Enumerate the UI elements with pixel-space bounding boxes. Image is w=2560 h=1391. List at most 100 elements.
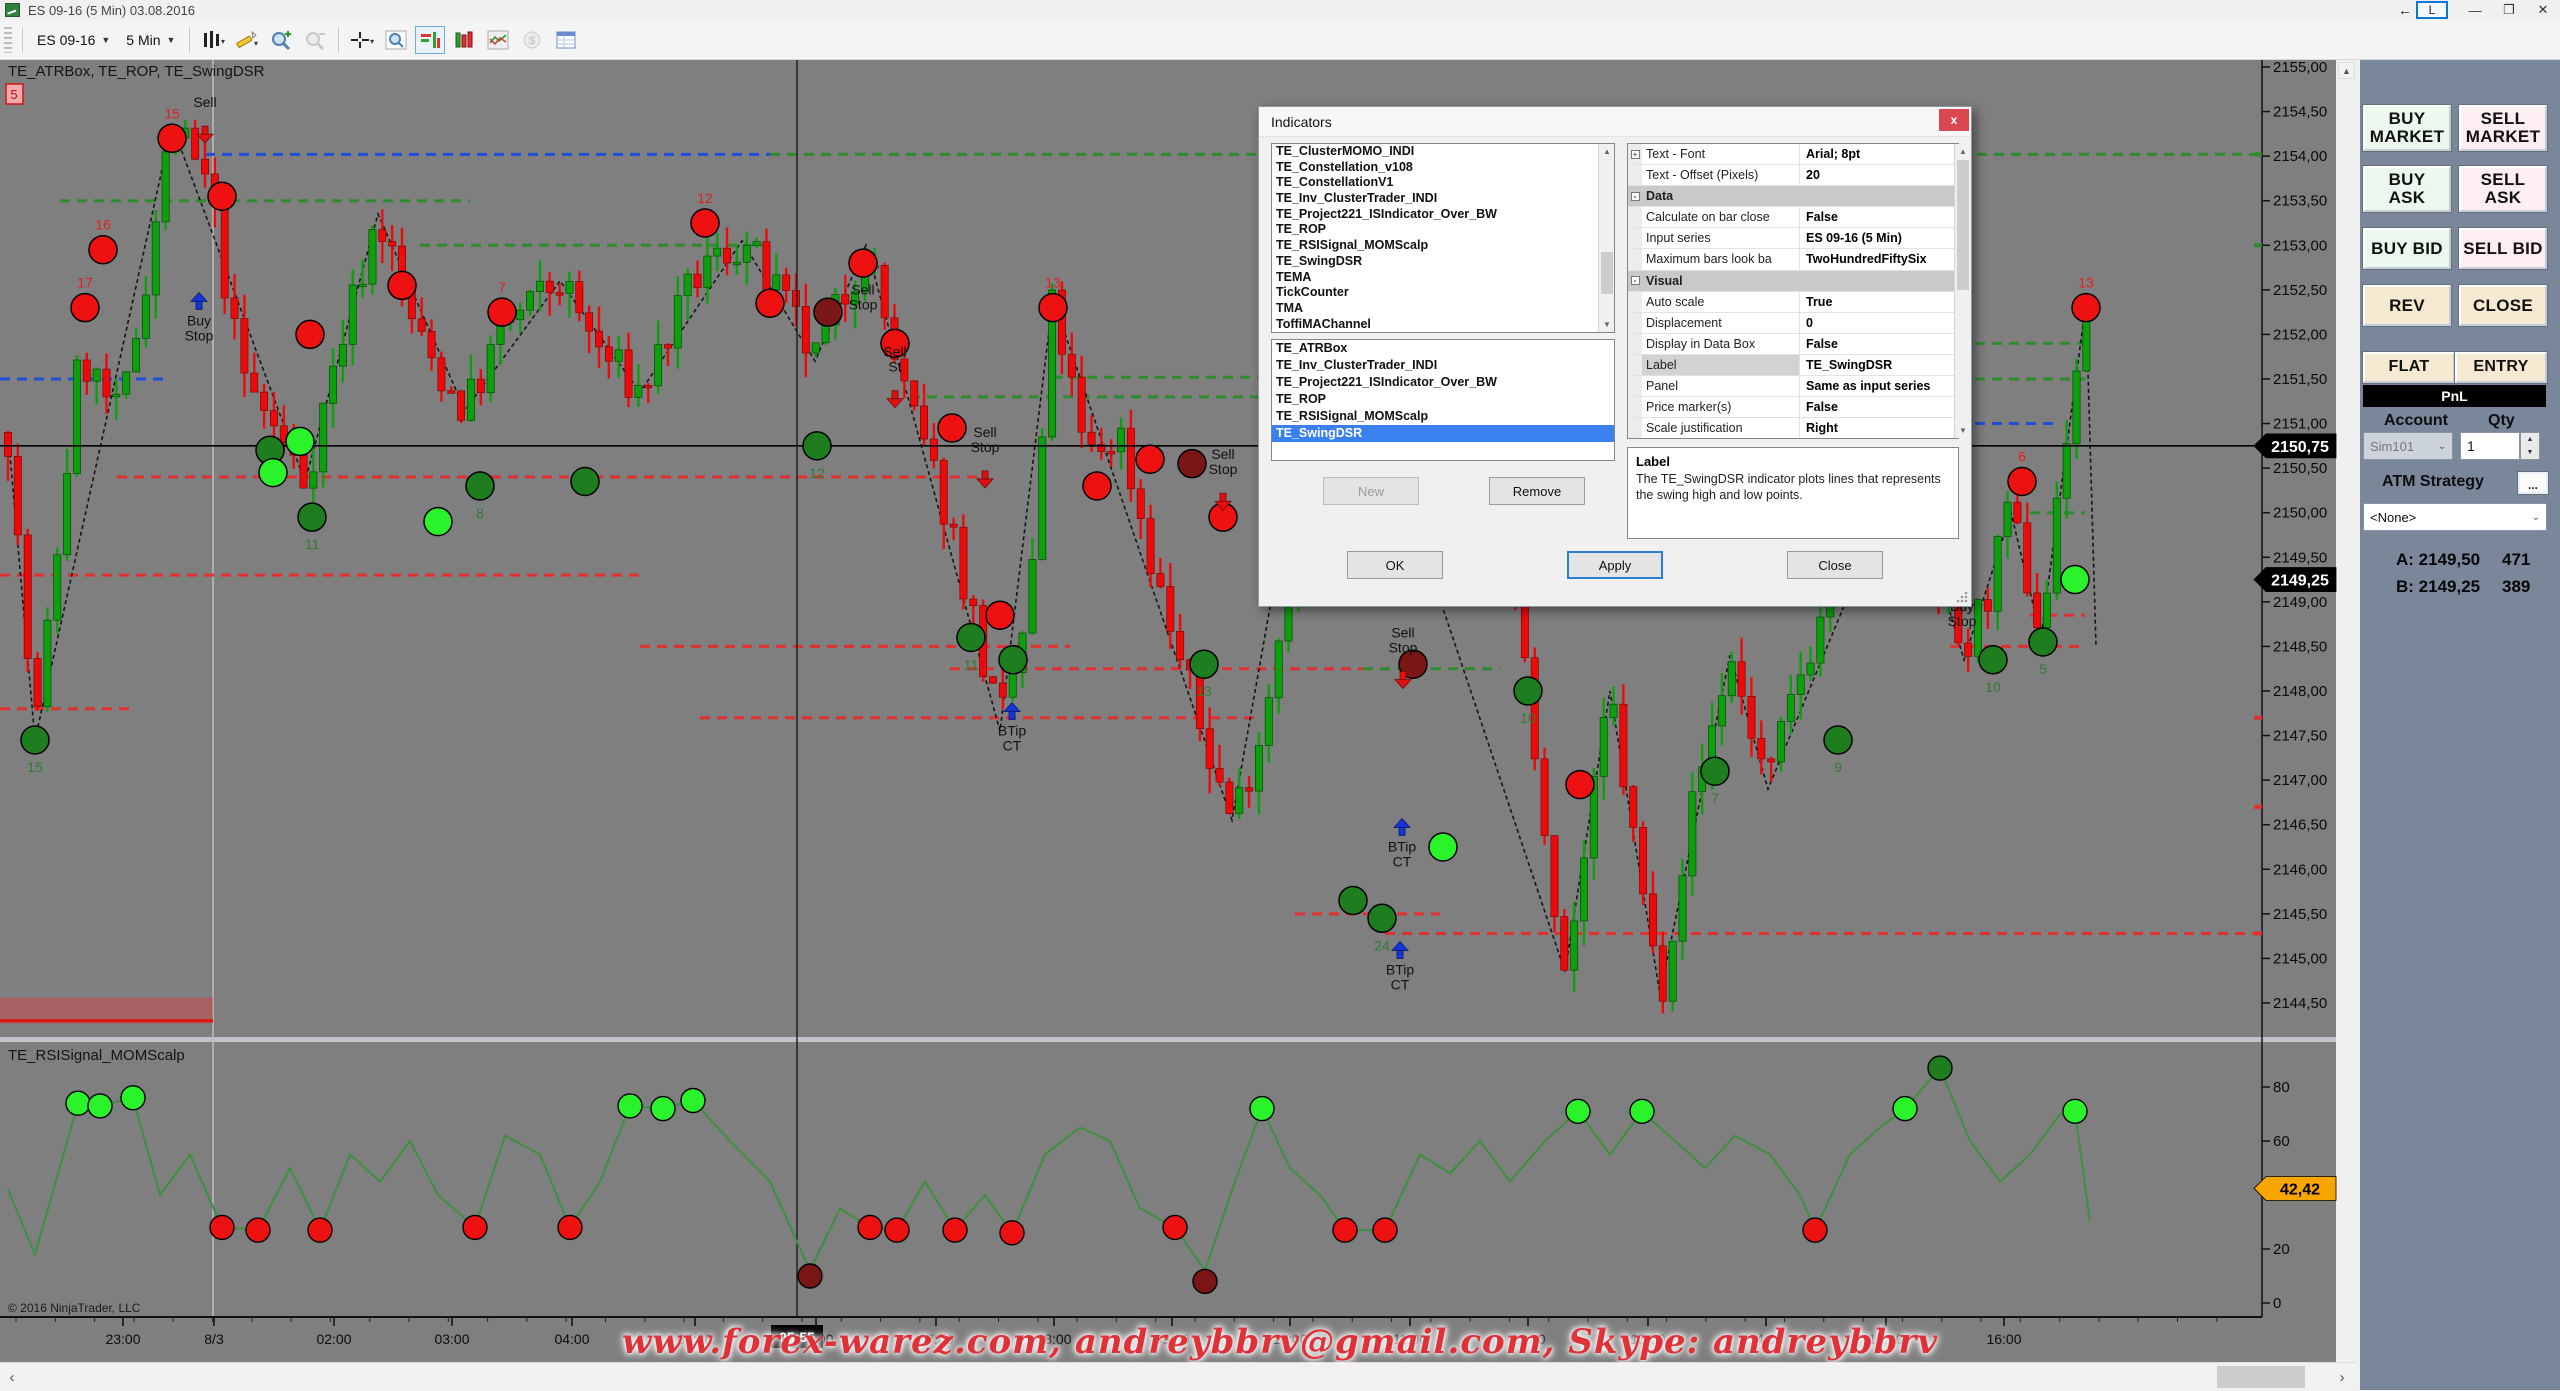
minimize-button[interactable]: — bbox=[2468, 2, 2482, 18]
atm-options-button[interactable]: ... bbox=[2518, 472, 2548, 494]
indicators-icon[interactable] bbox=[415, 25, 446, 54]
collapse-icon[interactable]: - bbox=[1630, 276, 1640, 286]
dialog-title-bar[interactable]: Indicators x bbox=[1259, 107, 1971, 137]
property-value[interactable]: Right bbox=[1806, 421, 1838, 436]
property-value[interactable]: False bbox=[1806, 210, 1838, 225]
indicator-list-item[interactable]: TEMA bbox=[1276, 269, 1312, 284]
scroll-right-icon[interactable]: › bbox=[2339, 1368, 2345, 1386]
buy-bid-button[interactable]: BUY BID bbox=[2363, 228, 2451, 269]
property-value[interactable]: False bbox=[1806, 336, 1838, 351]
back-arrow-icon[interactable]: ← bbox=[2398, 2, 2412, 18]
property-value[interactable]: ES 09-16 (5 Min) bbox=[1806, 231, 1902, 246]
horizontal-scrollbar[interactable]: ‹ › bbox=[0, 1362, 2356, 1390]
zoom-out-icon[interactable] bbox=[300, 26, 330, 54]
property-value[interactable]: Same as input series bbox=[1806, 379, 1931, 394]
vertical-scrollbar-up-arrow[interactable]: ▲ bbox=[2338, 62, 2355, 79]
list-scrollbar[interactable]: ▲ ▼ bbox=[1598, 144, 1614, 332]
available-indicators-list[interactable]: TE_ClusterMOMO_INDI TE_Constellation_v108… bbox=[1271, 143, 1615, 333]
indicator-list-item[interactable]: TE_Inv_ClusterTrader_INDI bbox=[1276, 191, 1438, 206]
property-row[interactable]: Auto scale True bbox=[1628, 291, 1958, 313]
remove-button[interactable]: Remove bbox=[1489, 477, 1585, 505]
property-value[interactable]: False bbox=[1806, 400, 1838, 415]
property-row[interactable]: Price marker(s) False bbox=[1628, 397, 1958, 419]
line-chart-icon[interactable] bbox=[483, 26, 513, 54]
property-value[interactable]: 0 bbox=[1806, 315, 1813, 330]
property-row[interactable]: Displacement 0 bbox=[1628, 312, 1958, 334]
property-value[interactable]: True bbox=[1806, 294, 1833, 309]
dollar-icon[interactable]: $ bbox=[517, 26, 547, 54]
entry-button[interactable]: ENTRY bbox=[2455, 352, 2547, 383]
qty-down-icon[interactable]: ▼ bbox=[2526, 449, 2534, 456]
scroll-up-icon[interactable]: ▲ bbox=[1603, 147, 1611, 156]
price-axis[interactable]: 2155,00 2154,50 2154,00 2153,50 2153,00 2152,… bbox=[2254, 60, 2327, 1317]
property-row[interactable]: Maximum bars look ba TwoHundredFiftySix bbox=[1628, 249, 1958, 271]
property-category-row[interactable]: - Visual bbox=[1628, 270, 1958, 292]
link-button[interactable]: L bbox=[2416, 1, 2448, 19]
property-row[interactable]: Panel Same as input series bbox=[1628, 376, 1958, 398]
property-row[interactable]: Calculate on bar close False bbox=[1628, 207, 1958, 229]
expand-icon[interactable]: + bbox=[1630, 149, 1640, 159]
atm-strategy-select[interactable]: <None> ⌄ bbox=[2363, 503, 2547, 531]
qty-input[interactable]: 1 bbox=[2460, 432, 2520, 460]
applied-indicator-item[interactable]: TE_RSISignal_MOMScalp bbox=[1276, 409, 1429, 423]
applied-indicator-item[interactable]: TE_ROP bbox=[1276, 392, 1327, 406]
indicator-list-item[interactable]: ToffiMAChannel bbox=[1276, 316, 1371, 331]
sell-ask-button[interactable]: SELL ASK bbox=[2459, 166, 2547, 212]
property-row[interactable]: Label TE_SwingDSR bbox=[1628, 354, 1958, 377]
chart-area[interactable]: 1716156712131161315121181211131224107910… bbox=[0, 60, 2356, 1362]
instrument-dropdown[interactable]: ES 09-16 ▼ bbox=[37, 31, 111, 48]
qty-stepper[interactable]: ▲ ▼ bbox=[2520, 432, 2540, 460]
close-position-button[interactable]: CLOSE bbox=[2459, 285, 2547, 326]
property-value[interactable]: Arial; 8pt bbox=[1806, 147, 1861, 161]
collapse-icon[interactable]: - bbox=[1630, 191, 1640, 201]
crosshair-icon[interactable]: ▾ bbox=[347, 26, 377, 54]
toolbar-grip[interactable] bbox=[4, 26, 12, 53]
reverse-button[interactable]: REV bbox=[2363, 285, 2451, 326]
indicator-list-item[interactable]: TE_ROP bbox=[1276, 222, 1327, 237]
scroll-down-icon[interactable]: ▼ bbox=[1603, 320, 1611, 329]
scrollbar-thumb[interactable] bbox=[2217, 1366, 2305, 1388]
chart-trader-icon[interactable] bbox=[449, 26, 479, 54]
price-chart[interactable]: 1716156712131161315121181211131224107910… bbox=[0, 60, 2356, 1362]
property-value[interactable]: TwoHundredFiftySix bbox=[1806, 252, 1927, 267]
resize-grip[interactable] bbox=[1956, 591, 1968, 603]
drawing-pencil-icon[interactable]: ▾ bbox=[232, 26, 262, 54]
qty-up-icon[interactable]: ▲ bbox=[2526, 436, 2534, 443]
ok-button[interactable]: OK bbox=[1347, 551, 1443, 579]
time-axis[interactable]: 23:008/302:0003:0004:0005:0006:0007:0008… bbox=[0, 1316, 2262, 1347]
bar-style-icon[interactable]: ▾ bbox=[198, 26, 228, 54]
applied-indicator-item[interactable]: TE_SwingDSR bbox=[1272, 425, 1614, 442]
property-category-row[interactable]: - Data bbox=[1628, 186, 1958, 208]
indicator-list-item[interactable]: TE_SwingDSR bbox=[1276, 253, 1363, 268]
properties-grid[interactable]: + Text - Font Arial; 8pt Text - Offset (Pix… bbox=[1627, 143, 1959, 439]
property-row[interactable]: Display in Data Box False bbox=[1628, 333, 1958, 355]
interval-dropdown[interactable]: 5 Min ▼ bbox=[126, 31, 176, 48]
buy-market-button[interactable]: BUY MARKET bbox=[2363, 105, 2451, 151]
flat-button[interactable]: FLAT bbox=[2363, 352, 2455, 383]
grid-scroll-up-icon[interactable]: ▲ bbox=[1959, 147, 1967, 156]
applied-indicators-list[interactable]: TE_ATRBox TE_Inv_ClusterTrader_INDI TE_Pro… bbox=[1271, 339, 1615, 461]
sell-market-button[interactable]: SELL MARKET bbox=[2459, 105, 2547, 151]
apply-button[interactable]: Apply bbox=[1567, 551, 1663, 579]
scroll-left-icon[interactable]: ‹ bbox=[9, 1368, 15, 1386]
indicator-list-item[interactable]: TMA bbox=[1276, 300, 1304, 315]
indicator-list-item[interactable]: TE_RSISignal_MOMScalp bbox=[1276, 238, 1429, 253]
close-dialog-button[interactable]: Close bbox=[1787, 551, 1883, 579]
indicator-list-item[interactable]: TickCounter bbox=[1276, 285, 1349, 300]
property-row[interactable]: + Text - Font Arial; 8pt bbox=[1628, 144, 1958, 166]
indicator-list-item[interactable]: TE_Constellation_v108 bbox=[1276, 159, 1413, 174]
new-button[interactable]: New bbox=[1323, 477, 1419, 505]
property-value[interactable]: 20 bbox=[1806, 168, 1820, 183]
indicator-list-item[interactable]: TE_Project221_ISIndicator_Over_BW bbox=[1276, 206, 1497, 221]
indicator-list-item[interactable]: TE_ConstellationV1 bbox=[1276, 175, 1394, 190]
restore-button[interactable]: ❐ bbox=[2503, 2, 2515, 17]
account-select[interactable]: Sim101 ⌄ bbox=[2363, 432, 2453, 460]
property-row[interactable]: Input series ES 09-16 (5 Min) bbox=[1628, 228, 1958, 250]
sell-bid-button[interactable]: SELL BID bbox=[2459, 228, 2547, 269]
property-value[interactable]: TE_SwingDSR bbox=[1806, 357, 1893, 372]
indicator-list-item[interactable]: TE_ClusterMOMO_INDI bbox=[1276, 144, 1415, 158]
applied-indicator-item[interactable]: TE_Inv_ClusterTrader_INDI bbox=[1276, 358, 1438, 372]
applied-indicator-item[interactable]: TE_Project221_ISIndicator_Over_BW bbox=[1276, 375, 1497, 389]
zoom-in-icon[interactable] bbox=[266, 26, 296, 54]
grid-scroll-down-icon[interactable]: ▼ bbox=[1959, 426, 1967, 435]
